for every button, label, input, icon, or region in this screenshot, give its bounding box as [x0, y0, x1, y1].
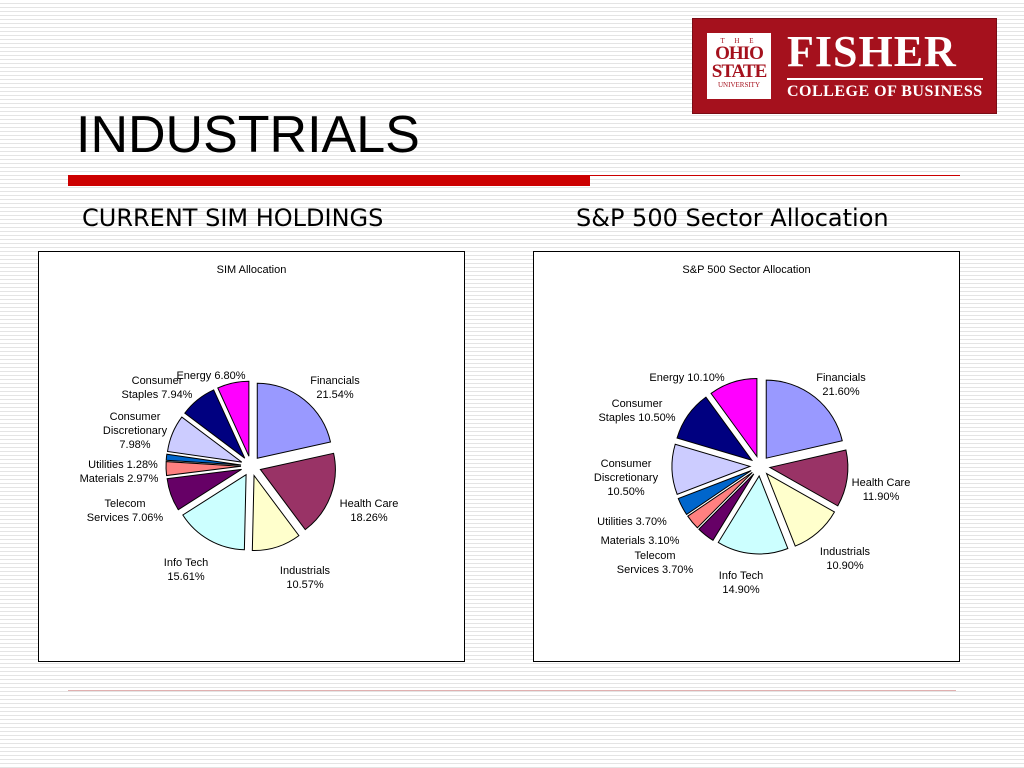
chart-title: SIM Allocation [216, 264, 287, 276]
sp500-allocation-chart: S&P 500 Sector Allocation Financials 21.6… [533, 251, 960, 662]
slice-label-materials: Materials 2.97% [80, 473, 159, 485]
pie-slice-consumer-discretionary [671, 443, 752, 495]
pie-slice-industrials [251, 474, 300, 552]
seal-ohio-text: OHIO [715, 43, 764, 64]
logo-rule [787, 78, 983, 80]
slice-label-industrials: Industrials 10.57% [280, 565, 331, 591]
left-heading: CURRENT SIM HOLDINGS [82, 204, 384, 232]
slice-label-consumer-discretionary: Consumer Discretionary 7.98% [103, 411, 168, 451]
slice-label-utilities: Utilities 1.28% [88, 459, 158, 471]
pie-slice-info-tech [717, 474, 789, 555]
seal-the-text: T H E [720, 37, 758, 45]
ohio-state-seal: T H E OHIO STATE UNIVERSITY [707, 33, 771, 99]
pie-slice-consumer-staples [184, 389, 246, 459]
pie-slice-telecom-services [698, 473, 755, 542]
pie-slice-health-care [768, 449, 849, 507]
pie-slice-consumer-staples [676, 396, 754, 462]
slice-label-energy: Energy 6.80% [176, 370, 245, 382]
seal-state-text: STATE [711, 61, 768, 82]
slice-label-telecom-services: Telecom Services 3.70% [617, 550, 694, 576]
pie-slice-health-care [259, 452, 336, 531]
pie-slice-consumer-discretionary [166, 416, 243, 463]
slice-label-consumer-staples: Consumer Staples 7.94% [122, 375, 193, 401]
pie-slice-telecom-services [166, 468, 242, 511]
title-red-line [590, 175, 960, 176]
slice-label-financials: Financials 21.54% [310, 375, 360, 401]
pie-slice-industrials [765, 472, 836, 547]
sp500-pie-svg: Financials 21.60% Health Care 11.90% Industr… [594, 372, 911, 596]
sim-allocation-chart: SIM Allocation Financials 21.54% Health Ca… [38, 251, 465, 662]
slice-label-utilities: Utilities 3.70% [597, 516, 667, 528]
right-heading: S&P 500 Sector Allocation [576, 204, 889, 232]
pie-slice-financials [765, 379, 843, 459]
fisher-logo: T H E OHIO STATE UNIVERSITY FISHER COLLE… [692, 18, 997, 114]
slide-title: INDUSTRIALS [76, 106, 420, 164]
slice-label-health-care: Health Care 18.26% [340, 498, 399, 524]
pie-slice-materials [165, 461, 242, 477]
slice-label-industrials: Industrials 10.90% [820, 546, 871, 572]
pie-slice-financials [256, 382, 332, 459]
slice-label-energy: Energy 10.10% [649, 372, 724, 384]
slice-label-info-tech: Info Tech 15.61% [164, 557, 208, 583]
slice-label-health-care: Health Care 11.90% [852, 477, 911, 503]
logo-fisher-word: FISHER [787, 27, 957, 76]
pie-slice-materials [687, 471, 753, 529]
pie-slice-energy [710, 377, 758, 459]
slice-label-consumer-discretionary: Consumer Discretionary 10.50% [594, 458, 659, 498]
seal-university-text: UNIVERSITY [718, 81, 760, 89]
title-red-bar [68, 175, 590, 186]
footer-rule [68, 690, 956, 691]
pie-slice-utilities [677, 470, 752, 516]
slice-label-financials: Financials 21.60% [816, 372, 866, 398]
slice-label-telecom-services: Telecom Services 7.06% [87, 498, 164, 524]
logo-college-subtitle: COLLEGE OF BUSINESS [787, 83, 983, 100]
sim-pie-svg: Financials 21.54% Health Care 18.26% Industr… [80, 370, 399, 591]
slice-label-info-tech: Info Tech 14.90% [719, 570, 763, 596]
slice-label-materials: Materials 3.10% [601, 535, 680, 547]
chart-title: S&P 500 Sector Allocation [682, 264, 811, 276]
pie-slice-info-tech [182, 473, 247, 551]
pie-slice-energy [217, 380, 250, 457]
slice-label-consumer-staples: Consumer Staples 10.50% [598, 398, 675, 424]
pie-slice-utilities [165, 453, 242, 466]
